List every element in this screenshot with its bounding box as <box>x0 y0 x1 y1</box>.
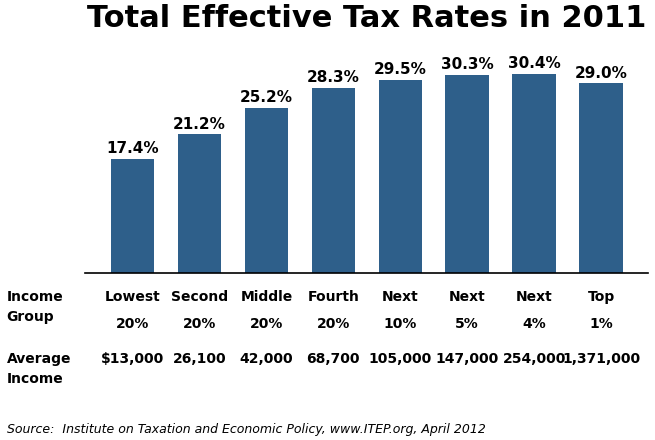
Bar <box>512 74 556 273</box>
Text: Middle: Middle <box>240 290 293 304</box>
Text: 29.0%: 29.0% <box>574 66 627 81</box>
Text: 30.4%: 30.4% <box>508 56 561 71</box>
Text: 21.2%: 21.2% <box>173 117 226 132</box>
Text: 105,000: 105,000 <box>369 352 432 366</box>
Text: Second: Second <box>171 290 228 304</box>
Text: 25.2%: 25.2% <box>240 91 293 106</box>
Text: 4%: 4% <box>522 317 546 331</box>
Text: 10%: 10% <box>384 317 417 331</box>
Text: 20%: 20% <box>183 317 216 331</box>
Text: Average
Income: Average Income <box>7 352 71 385</box>
Bar <box>579 83 623 273</box>
Text: Fourth: Fourth <box>307 290 360 304</box>
Text: 1,371,000: 1,371,000 <box>562 352 640 366</box>
Text: Next: Next <box>382 290 419 304</box>
Text: 20%: 20% <box>116 317 149 331</box>
Bar <box>244 108 288 273</box>
Text: Next: Next <box>449 290 485 304</box>
Text: 26,100: 26,100 <box>173 352 226 366</box>
Text: Source:  Institute on Taxation and Economic Policy, www.ITEP.org, April 2012: Source: Institute on Taxation and Econom… <box>7 422 485 436</box>
Text: Income
Group: Income Group <box>7 290 64 324</box>
Text: 147,000: 147,000 <box>436 352 499 366</box>
Text: 20%: 20% <box>316 317 350 331</box>
Bar <box>445 75 489 273</box>
Text: $13,000: $13,000 <box>101 352 164 366</box>
Text: 5%: 5% <box>455 317 479 331</box>
Text: 29.5%: 29.5% <box>374 62 426 77</box>
Text: 28.3%: 28.3% <box>307 70 360 85</box>
Text: Lowest: Lowest <box>105 290 160 304</box>
Text: 17.4%: 17.4% <box>106 141 159 157</box>
Title: Total Effective Tax Rates in 2011: Total Effective Tax Rates in 2011 <box>87 4 646 33</box>
Text: 30.3%: 30.3% <box>441 57 494 72</box>
Text: Next: Next <box>515 290 553 304</box>
Bar <box>111 159 155 273</box>
Bar <box>312 88 355 273</box>
Bar <box>178 134 221 273</box>
Text: 254,000: 254,000 <box>502 352 566 366</box>
Text: Top: Top <box>588 290 614 304</box>
Text: 1%: 1% <box>590 317 613 331</box>
Text: 68,700: 68,700 <box>307 352 360 366</box>
Text: 42,000: 42,000 <box>240 352 293 366</box>
Bar <box>379 80 422 273</box>
Text: 20%: 20% <box>250 317 283 331</box>
